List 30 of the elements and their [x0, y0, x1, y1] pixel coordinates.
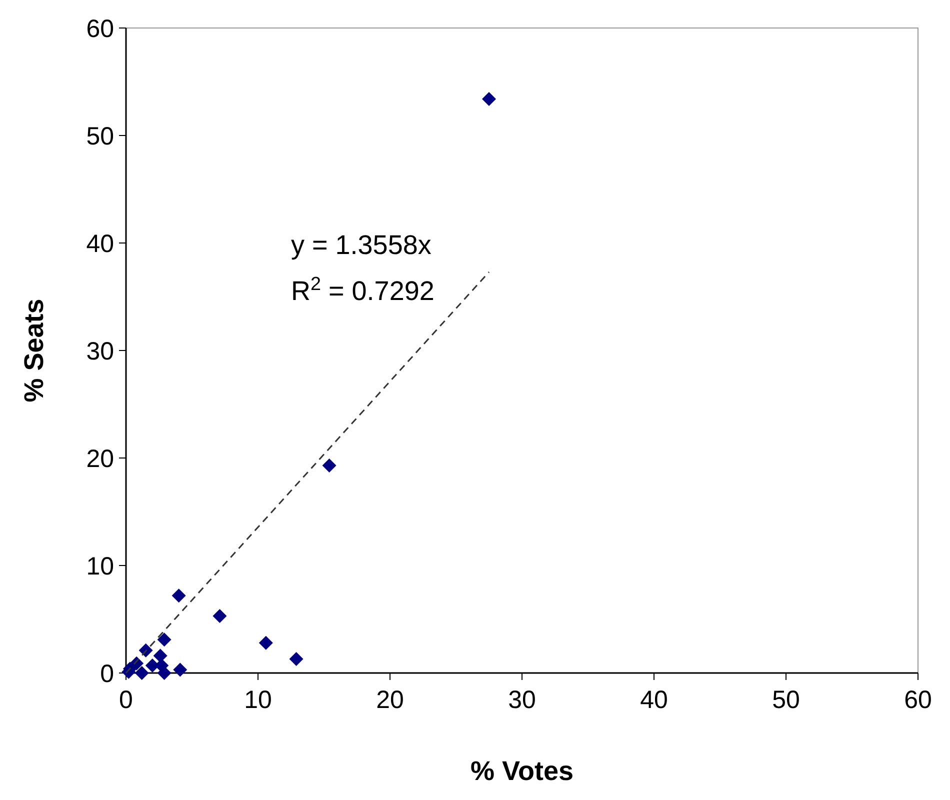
point — [289, 652, 304, 666]
x-tick-label: 60 — [904, 686, 932, 714]
y-tick-label: 20 — [86, 444, 114, 473]
point — [212, 609, 227, 624]
y-tick-label: 50 — [86, 122, 114, 150]
point — [482, 92, 496, 106]
y-tick-label: 10 — [86, 552, 114, 580]
point — [157, 632, 172, 647]
x-tick-label: 30 — [508, 686, 536, 714]
point — [172, 588, 186, 603]
y-tick-label: 60 — [86, 14, 114, 43]
y-axis-title: % Seats — [19, 298, 49, 402]
x-tick-label: 40 — [640, 686, 668, 714]
x-tick-label: 0 — [119, 686, 133, 714]
point — [322, 458, 336, 473]
x-axis-title: % Votes — [470, 756, 574, 786]
point — [173, 662, 188, 677]
x-tick-label: 20 — [376, 686, 404, 714]
annotation: y = 1.3558x — [291, 230, 432, 260]
point — [258, 636, 273, 650]
point — [157, 666, 172, 680]
point — [153, 648, 168, 663]
y-tick-label: 0 — [100, 660, 114, 688]
y-tick-label: 40 — [86, 230, 114, 258]
x-tick-label: 10 — [244, 686, 272, 714]
annotation: R$^{2}$ = 0.7292 — [291, 273, 434, 306]
point — [138, 643, 153, 658]
x-tick-label: 50 — [772, 686, 800, 714]
y-tick-label: 30 — [86, 337, 114, 366]
point — [134, 666, 149, 680]
